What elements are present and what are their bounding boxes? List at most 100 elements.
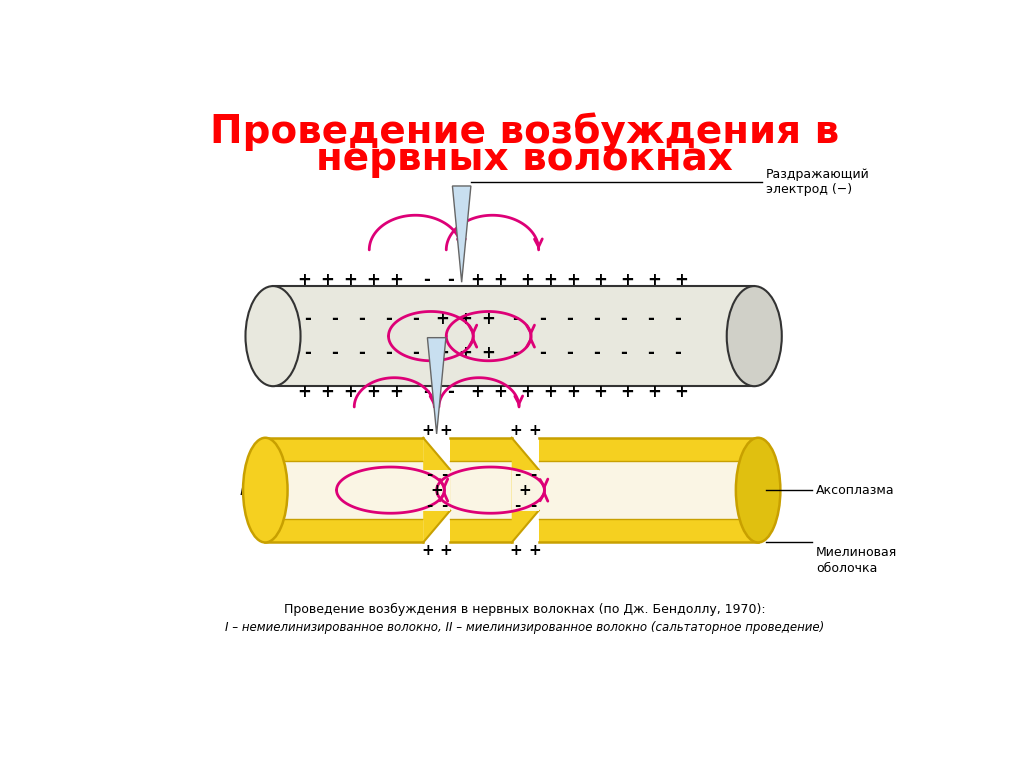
Text: -: - bbox=[566, 344, 572, 362]
Bar bbox=[265, 461, 423, 519]
Bar bbox=[265, 438, 423, 461]
Text: +: + bbox=[593, 271, 607, 289]
Bar bbox=[539, 438, 758, 461]
Text: -: - bbox=[593, 344, 600, 362]
Text: -: - bbox=[424, 384, 430, 401]
Text: +: + bbox=[430, 482, 443, 498]
Text: +: + bbox=[647, 271, 662, 289]
Bar bbox=[451, 438, 512, 461]
Text: -: - bbox=[385, 344, 392, 362]
Text: +: + bbox=[439, 423, 453, 437]
Text: +: + bbox=[566, 271, 581, 289]
Text: II: II bbox=[240, 481, 250, 499]
Text: -: - bbox=[539, 344, 546, 362]
Bar bbox=[512, 469, 539, 511]
Text: -: - bbox=[674, 310, 681, 328]
Text: Раздражающий
электрод (−): Раздражающий электрод (−) bbox=[766, 168, 869, 196]
Ellipse shape bbox=[736, 438, 780, 542]
Bar bbox=[451, 461, 512, 519]
Text: +: + bbox=[459, 310, 472, 328]
Text: -: - bbox=[514, 498, 520, 513]
Ellipse shape bbox=[727, 286, 781, 386]
Text: +: + bbox=[421, 543, 434, 558]
Text: +: + bbox=[297, 271, 310, 289]
Text: +: + bbox=[435, 310, 450, 328]
Polygon shape bbox=[512, 438, 539, 542]
Text: +: + bbox=[494, 384, 507, 401]
Text: -: - bbox=[647, 344, 653, 362]
Text: +: + bbox=[470, 384, 484, 401]
Text: нервных волокнах: нервных волокнах bbox=[316, 140, 733, 178]
Text: -: - bbox=[412, 310, 419, 328]
Polygon shape bbox=[423, 438, 451, 542]
Polygon shape bbox=[427, 337, 445, 434]
Text: +: + bbox=[621, 384, 634, 401]
Text: +: + bbox=[510, 423, 522, 437]
Text: -: - bbox=[304, 344, 311, 362]
Text: +: + bbox=[481, 310, 496, 328]
Text: +: + bbox=[367, 271, 380, 289]
Text: +: + bbox=[459, 344, 472, 362]
Text: -: - bbox=[514, 467, 520, 482]
Text: +: + bbox=[319, 384, 334, 401]
Text: +: + bbox=[544, 271, 557, 289]
Text: -: - bbox=[426, 498, 432, 513]
Text: +: + bbox=[367, 384, 380, 401]
Text: Аксоплазма: Аксоплазма bbox=[816, 484, 895, 496]
Text: +: + bbox=[421, 423, 434, 437]
Text: -: - bbox=[385, 310, 392, 328]
Bar bbox=[451, 519, 512, 542]
Text: Миелиновая
оболочка: Миелиновая оболочка bbox=[816, 546, 897, 575]
Bar bbox=[539, 461, 758, 519]
Text: I – немиелинизированное волокно, II – миелинизированное волокно (сальтаторное пр: I – немиелинизированное волокно, II – ми… bbox=[225, 621, 824, 634]
Text: -: - bbox=[358, 344, 365, 362]
Text: -: - bbox=[331, 310, 338, 328]
Text: +: + bbox=[389, 384, 403, 401]
Text: -: - bbox=[512, 344, 519, 362]
Text: +: + bbox=[528, 423, 541, 437]
Text: +: + bbox=[593, 384, 607, 401]
Text: -: - bbox=[512, 310, 519, 328]
Text: +: + bbox=[544, 384, 557, 401]
Text: -: - bbox=[424, 271, 430, 289]
Text: I: I bbox=[247, 328, 253, 345]
Text: -: - bbox=[426, 467, 432, 482]
Text: -: - bbox=[529, 467, 537, 482]
Text: +: + bbox=[494, 271, 507, 289]
Text: -: - bbox=[441, 467, 447, 482]
Text: +: + bbox=[520, 384, 535, 401]
Text: +: + bbox=[435, 344, 450, 362]
Ellipse shape bbox=[243, 438, 288, 542]
Text: -: - bbox=[412, 344, 419, 362]
Text: -: - bbox=[620, 344, 627, 362]
Text: -: - bbox=[304, 310, 311, 328]
Text: -: - bbox=[441, 498, 447, 513]
Text: +: + bbox=[520, 271, 535, 289]
Text: -: - bbox=[566, 310, 572, 328]
Text: +: + bbox=[510, 543, 522, 558]
Text: +: + bbox=[674, 271, 688, 289]
Text: +: + bbox=[343, 271, 357, 289]
Text: +: + bbox=[319, 271, 334, 289]
Text: +: + bbox=[343, 384, 357, 401]
Bar bbox=[273, 286, 755, 386]
Text: -: - bbox=[446, 271, 454, 289]
Text: -: - bbox=[446, 384, 454, 401]
Text: -: - bbox=[674, 344, 681, 362]
Text: +: + bbox=[481, 344, 496, 362]
Text: -: - bbox=[539, 310, 546, 328]
Bar bbox=[265, 519, 423, 542]
Polygon shape bbox=[453, 186, 471, 282]
Text: +: + bbox=[519, 482, 531, 498]
Text: +: + bbox=[470, 271, 484, 289]
Ellipse shape bbox=[246, 286, 300, 386]
Text: +: + bbox=[647, 384, 662, 401]
Text: +: + bbox=[297, 384, 310, 401]
Text: +: + bbox=[621, 271, 634, 289]
Bar bbox=[423, 469, 451, 511]
Text: +: + bbox=[674, 384, 688, 401]
Text: -: - bbox=[647, 310, 653, 328]
Text: +: + bbox=[528, 543, 541, 558]
Text: +: + bbox=[439, 543, 453, 558]
Text: +: + bbox=[566, 384, 581, 401]
